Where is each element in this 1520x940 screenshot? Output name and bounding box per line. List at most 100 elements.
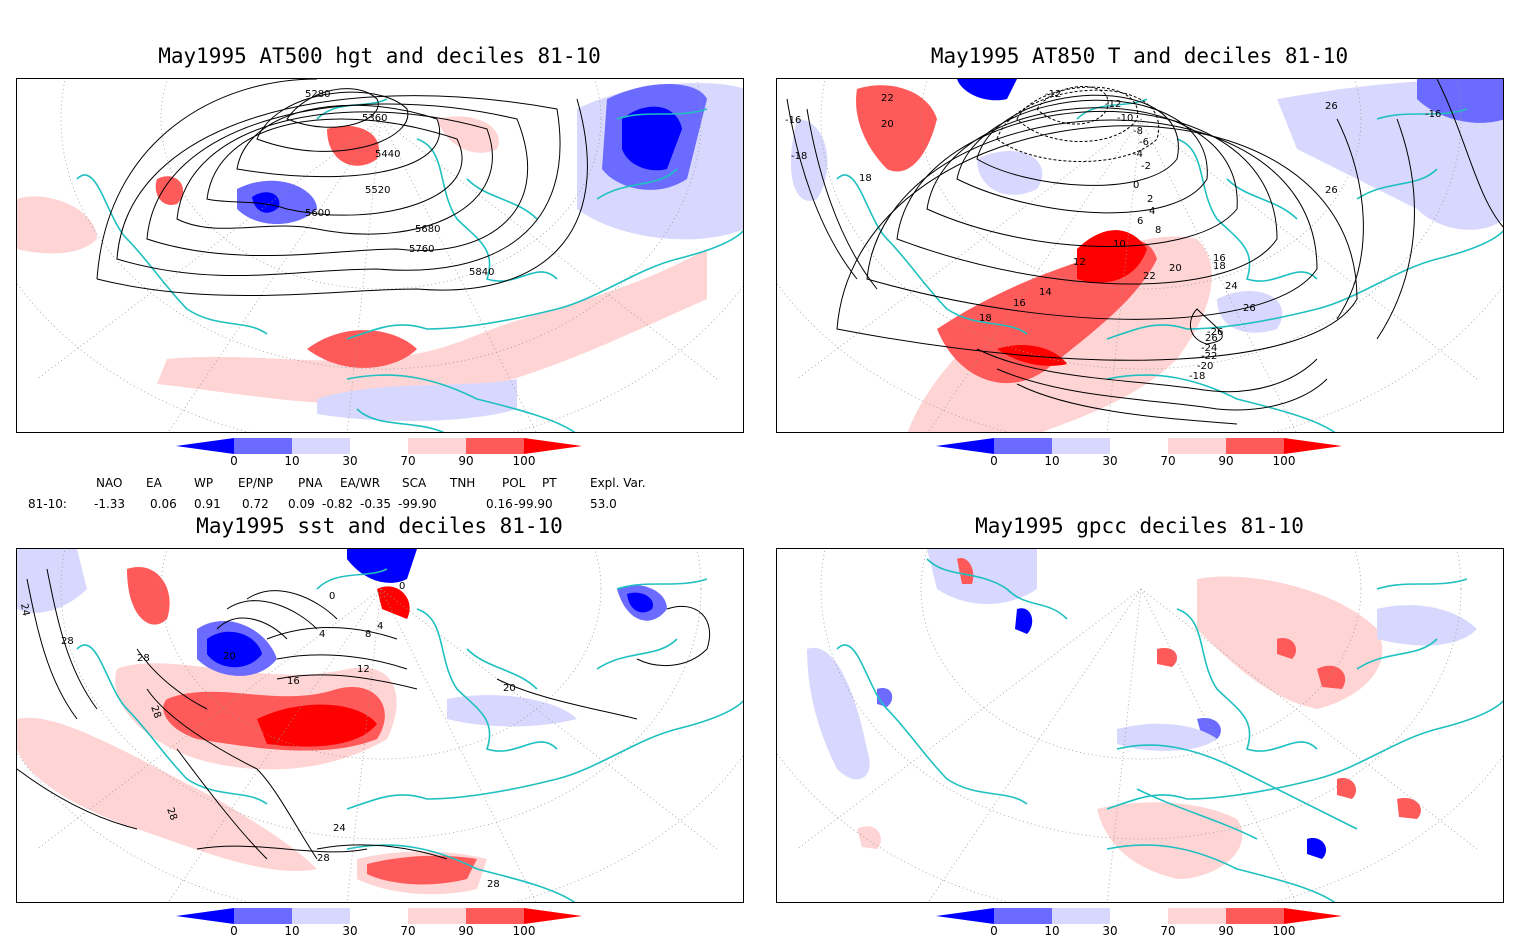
contour-label: 26 bbox=[1325, 185, 1338, 196]
colorbar-label: 0 bbox=[990, 454, 998, 468]
colorbar-seg bbox=[1168, 908, 1226, 924]
lat-lon-grid bbox=[777, 79, 1503, 432]
colorbar-label: 90 bbox=[1218, 924, 1234, 938]
colorbar-svg bbox=[176, 438, 582, 454]
contour-label: 16 bbox=[1213, 253, 1226, 264]
sst-contours bbox=[17, 568, 711, 860]
index-header: EP/NP bbox=[238, 476, 274, 490]
contour-label: -4 bbox=[1133, 149, 1143, 160]
index-value: 0.09 bbox=[288, 497, 315, 511]
contour-label: -22 bbox=[1201, 351, 1217, 362]
contour-label: 16 bbox=[287, 676, 300, 687]
colorbar-seg bbox=[1110, 438, 1168, 454]
colorbar-seg bbox=[994, 908, 1052, 924]
map-850t-svg: -12 -12 -10 -8 -6 -4 -2 0 2 4 6 8 10 12 … bbox=[777, 79, 1503, 432]
contour-label: -26 bbox=[1207, 327, 1223, 338]
colorbar-label: 90 bbox=[1218, 454, 1234, 468]
contour-label: -18 bbox=[791, 151, 807, 162]
index-value: -99.90 bbox=[514, 497, 553, 511]
colorbar-seg bbox=[466, 438, 524, 454]
contour-label: 22 bbox=[881, 93, 894, 104]
index-header: EA/WR bbox=[340, 476, 381, 490]
colorbar-seg bbox=[1226, 908, 1284, 924]
coastlines bbox=[76, 568, 743, 902]
colorbar-label: 0 bbox=[230, 454, 238, 468]
colorbar-label: 0 bbox=[230, 924, 238, 938]
contour-label: 12 bbox=[1073, 257, 1086, 268]
contour-label: 26 bbox=[1243, 303, 1256, 314]
index-row-label: 81-10: bbox=[28, 497, 67, 511]
contour-label: 4 bbox=[1149, 206, 1155, 217]
map-panel-gpcc bbox=[776, 548, 1504, 903]
contour-label: 5280 bbox=[305, 89, 330, 100]
index-header: NAO bbox=[96, 476, 123, 490]
panel-title-500hgt: May1995 AT500 hgt and deciles 81-10 bbox=[158, 44, 601, 68]
colorbar-label: 30 bbox=[342, 924, 358, 938]
index-header: SCA bbox=[402, 476, 427, 490]
contour-label: 26 bbox=[1205, 333, 1218, 344]
colorbar-label: 70 bbox=[400, 454, 416, 468]
colorbar-sst: 0 10 30 70 90 100 bbox=[176, 908, 586, 938]
colorbar-seg bbox=[524, 438, 582, 454]
contour-label: 20 bbox=[881, 119, 894, 130]
coastlines bbox=[836, 558, 1503, 902]
contour-label: -16 bbox=[785, 115, 801, 126]
colorbar-seg bbox=[408, 438, 466, 454]
map-gpcc-svg bbox=[777, 549, 1503, 902]
colorbar-seg bbox=[1168, 438, 1226, 454]
colorbar-500hgt: 0 10 30 70 90 100 bbox=[176, 438, 586, 468]
contour-label: 24 bbox=[1225, 281, 1238, 292]
contour-label: -10 bbox=[1117, 113, 1133, 124]
index-header: EA bbox=[146, 476, 162, 490]
contour-labels: 24 28 28 28 20 16 12 8 4 4 0 0 20 24 28 … bbox=[18, 581, 516, 890]
contour-label: -8 bbox=[1133, 126, 1143, 137]
colorbar-label: 30 bbox=[342, 454, 358, 468]
index-header: PT bbox=[542, 476, 557, 490]
contour-label: 28 bbox=[148, 704, 163, 720]
index-value: 53.0 bbox=[590, 497, 617, 511]
lat-lon-grid bbox=[17, 79, 743, 432]
colorbar-seg bbox=[292, 438, 350, 454]
decile-shading bbox=[17, 83, 743, 421]
contour-label: 24 bbox=[18, 603, 31, 617]
index-header: WP bbox=[194, 476, 214, 490]
contour-labels: 5280 5360 5440 5520 5600 5680 5760 5840 bbox=[305, 89, 494, 278]
contour-label: -16 bbox=[1425, 109, 1441, 120]
decile-shading bbox=[807, 549, 1477, 879]
panel-title-gpcc: May1995 gpcc deciles 81-10 bbox=[975, 514, 1304, 538]
colorbar-label: 0 bbox=[990, 924, 998, 938]
panel-title-sst: May1995 sst and deciles 81-10 bbox=[196, 514, 563, 538]
contour-label: 4 bbox=[319, 629, 325, 640]
contour-label: 0 bbox=[1133, 180, 1139, 191]
colorbar-label: 70 bbox=[400, 924, 416, 938]
contour-label: 22 bbox=[1143, 271, 1156, 282]
colorbar-seg bbox=[176, 908, 234, 924]
index-value: -99.90 bbox=[398, 497, 437, 511]
contour-label: 5600 bbox=[305, 208, 330, 219]
contour-label: 20 bbox=[503, 683, 516, 694]
index-value: 0.72 bbox=[242, 497, 269, 511]
contour-label: -12 bbox=[1045, 89, 1061, 100]
contour-label: 28 bbox=[61, 636, 74, 647]
contour-label: 12 bbox=[357, 664, 370, 675]
contour-label: -24 bbox=[1201, 343, 1217, 354]
colorbar-850t: 0 10 30 70 90 100 bbox=[936, 438, 1346, 468]
colorbar-seg bbox=[1284, 438, 1342, 454]
contour-label: 0 bbox=[399, 581, 405, 592]
map-sst-svg: 24 28 28 28 20 16 12 8 4 4 0 0 20 24 28 … bbox=[17, 549, 743, 902]
contour-label: 5360 bbox=[362, 113, 387, 124]
contour-label: 18 bbox=[1213, 261, 1226, 272]
index-value: -0.35 bbox=[360, 497, 392, 511]
index-value: -0.82 bbox=[322, 497, 354, 511]
contour-label: 28 bbox=[487, 879, 500, 890]
temp-contours bbox=[786, 79, 1503, 425]
colorbar-label: 10 bbox=[1044, 454, 1060, 468]
contour-label: -12 bbox=[1105, 99, 1121, 110]
contour-label: 18 bbox=[979, 313, 992, 324]
colorbar-svg bbox=[936, 908, 1342, 924]
contour-label: 20 bbox=[223, 651, 236, 662]
index-value: 0.16 bbox=[486, 497, 513, 511]
colorbar-label: 30 bbox=[1102, 924, 1118, 938]
colorbar-svg bbox=[176, 908, 582, 924]
map-500hgt-svg: 5280 5360 5440 5520 5600 5680 5760 5840 bbox=[17, 79, 743, 432]
